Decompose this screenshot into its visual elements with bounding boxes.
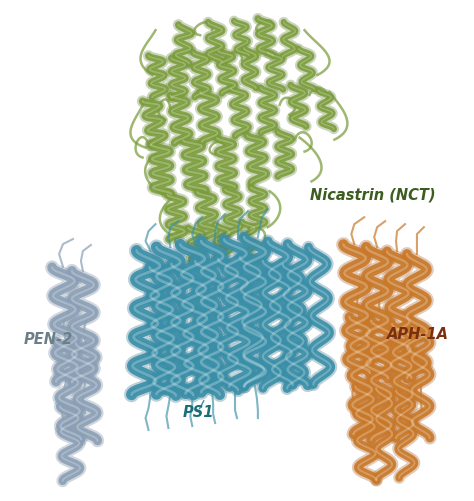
Text: Nicastrin (NCT): Nicastrin (NCT) [310,187,435,202]
Text: APH-1A: APH-1A [387,326,449,341]
Text: PS1: PS1 [182,404,214,419]
Text: PEN-2: PEN-2 [23,331,73,346]
